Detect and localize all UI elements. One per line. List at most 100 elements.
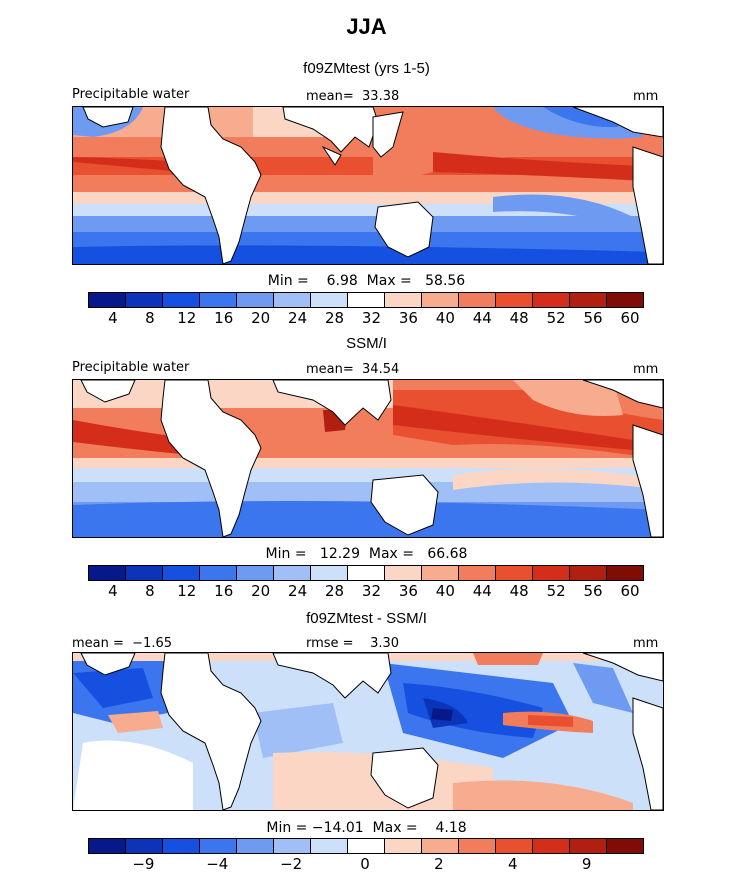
colorbar-swatch <box>348 293 385 307</box>
colorbar-tick-label: 44 <box>472 582 492 600</box>
colorbar-tick-label: 4 <box>108 309 118 327</box>
panel-3-min-max: Min = −14.01 Max = 4.18 <box>266 820 467 836</box>
colorbar-tick-label: 52 <box>546 582 566 600</box>
colorbar-swatch <box>237 293 274 307</box>
colorbar-tick-label: 28 <box>324 309 345 327</box>
panel-1-colorbar <box>88 292 644 308</box>
panel-2-mean-label: mean= 34.54 <box>306 362 400 377</box>
colorbar-tick-label: 36 <box>398 309 418 327</box>
panel-3-title: f09ZMtest - SSM/I <box>306 610 427 627</box>
colorbar-swatch <box>570 839 607 853</box>
colorbar-swatch <box>163 566 200 580</box>
panel-1-title: f09ZMtest (yrs 1-5) <box>303 60 430 77</box>
panel-2-colorbar <box>88 565 644 581</box>
colorbar-swatch <box>126 839 163 853</box>
colorbar-tick-label: 20 <box>251 309 271 327</box>
panel-2-colorbar-ticks: 4 8 12 16 20 24 28 32 36 40 44 48 52 56 60 <box>88 582 642 600</box>
colorbar-tick-label: 16 <box>214 309 234 327</box>
colorbar-swatch <box>422 839 459 853</box>
colorbar-tick-label: 56 <box>583 582 603 600</box>
colorbar-tick-label: 12 <box>177 582 197 600</box>
colorbar-swatch <box>496 293 533 307</box>
colorbar-swatch <box>607 566 643 580</box>
colorbar-tick-label: 9 <box>581 855 592 873</box>
colorbar-swatch <box>459 293 496 307</box>
colorbar-swatch <box>385 839 422 853</box>
colorbar-tick-label: 4 <box>507 855 518 873</box>
colorbar-swatch <box>237 839 274 853</box>
colorbar-tick-label: 24 <box>288 582 308 600</box>
colorbar-swatch <box>311 293 348 307</box>
colorbar-swatch <box>533 839 570 853</box>
colorbar-swatch <box>459 839 496 853</box>
panel-2-map <box>72 379 664 538</box>
colorbar-swatch <box>459 566 496 580</box>
colorbar-swatch <box>163 293 200 307</box>
colorbar-tick-label: 2 <box>434 855 444 873</box>
panel-3-mean-label: mean = −1.65 <box>72 636 172 651</box>
colorbar-swatch <box>274 566 311 580</box>
colorbar-swatch <box>89 293 126 307</box>
colorbar-swatch <box>237 566 274 580</box>
colorbar-swatch <box>385 293 422 307</box>
colorbar-swatch <box>274 839 311 853</box>
colorbar-tick-label: 56 <box>583 309 603 327</box>
colorbar-tick-label: −4 <box>206 855 229 873</box>
panel-2-title: SSM/I <box>346 335 387 352</box>
panel-3-colorbar <box>88 838 644 854</box>
colorbar-tick-label: 4 <box>108 582 118 600</box>
colorbar-swatch <box>496 566 533 580</box>
panel-1-variable-label: Precipitable water <box>72 87 190 102</box>
colorbar-swatch <box>570 566 607 580</box>
colorbar-swatch <box>607 839 643 853</box>
colorbar-swatch <box>422 566 459 580</box>
colorbar-tick-label: 60 <box>620 309 640 327</box>
panel-1-units-label: mm <box>633 89 659 104</box>
panel-2-variable-label: Precipitable water <box>72 360 190 375</box>
panel-2-min-max: Min = 12.29 Max = 66.68 <box>265 546 468 562</box>
colorbar-swatch <box>200 839 237 853</box>
colorbar-swatch <box>126 293 163 307</box>
colorbar-tick-label: 44 <box>472 309 492 327</box>
panel-3-map <box>72 652 664 811</box>
panel-3-colorbar-ticks: −9 −4 −2 0 2 4 9 <box>88 855 642 873</box>
colorbar-tick-label: 40 <box>435 582 455 600</box>
colorbar-tick-label: 48 <box>509 582 529 600</box>
colorbar-tick-label: 60 <box>620 582 640 600</box>
panel-2-units-label: mm <box>633 362 659 377</box>
figure-title: JJA <box>346 14 387 39</box>
colorbar-tick-label: 32 <box>361 309 381 327</box>
colorbar-swatch <box>422 293 459 307</box>
colorbar-tick-label: 0 <box>360 855 370 873</box>
colorbar-tick-label: 12 <box>177 309 197 327</box>
colorbar-swatch <box>200 293 237 307</box>
colorbar-tick-label: 40 <box>435 309 455 327</box>
panel-1-min-max: Min = 6.98 Max = 58.56 <box>267 273 466 289</box>
colorbar-tick-label: 20 <box>251 582 271 600</box>
colorbar-swatch <box>570 293 607 307</box>
colorbar-swatch <box>385 566 422 580</box>
colorbar-swatch <box>533 293 570 307</box>
colorbar-tick-label: 8 <box>145 309 155 327</box>
colorbar-swatch <box>496 839 533 853</box>
panel-1-map <box>72 106 664 265</box>
panel-3-units-label: mm <box>633 636 659 651</box>
colorbar-swatch <box>311 566 348 580</box>
colorbar-tick-label: 16 <box>214 582 234 600</box>
colorbar-swatch <box>348 566 385 580</box>
colorbar-swatch <box>163 839 200 853</box>
colorbar-swatch <box>126 566 163 580</box>
colorbar-tick-label: 24 <box>288 309 308 327</box>
colorbar-tick-label: 8 <box>145 582 155 600</box>
colorbar-swatch <box>274 293 311 307</box>
colorbar-tick-label: 52 <box>546 309 566 327</box>
colorbar-tick-label: 48 <box>509 309 529 327</box>
colorbar-swatch <box>311 839 348 853</box>
colorbar-tick-label: −9 <box>132 855 155 873</box>
colorbar-swatch <box>89 839 126 853</box>
panel-1-mean-label: mean= 33.38 <box>306 89 400 104</box>
colorbar-swatch <box>200 566 237 580</box>
panel-3-rmse-label: rmse = 3.30 <box>306 636 400 651</box>
colorbar-swatch <box>533 566 570 580</box>
panel-1-colorbar-ticks: 4 8 12 16 20 24 28 32 36 40 44 48 52 56 60 <box>88 309 642 327</box>
